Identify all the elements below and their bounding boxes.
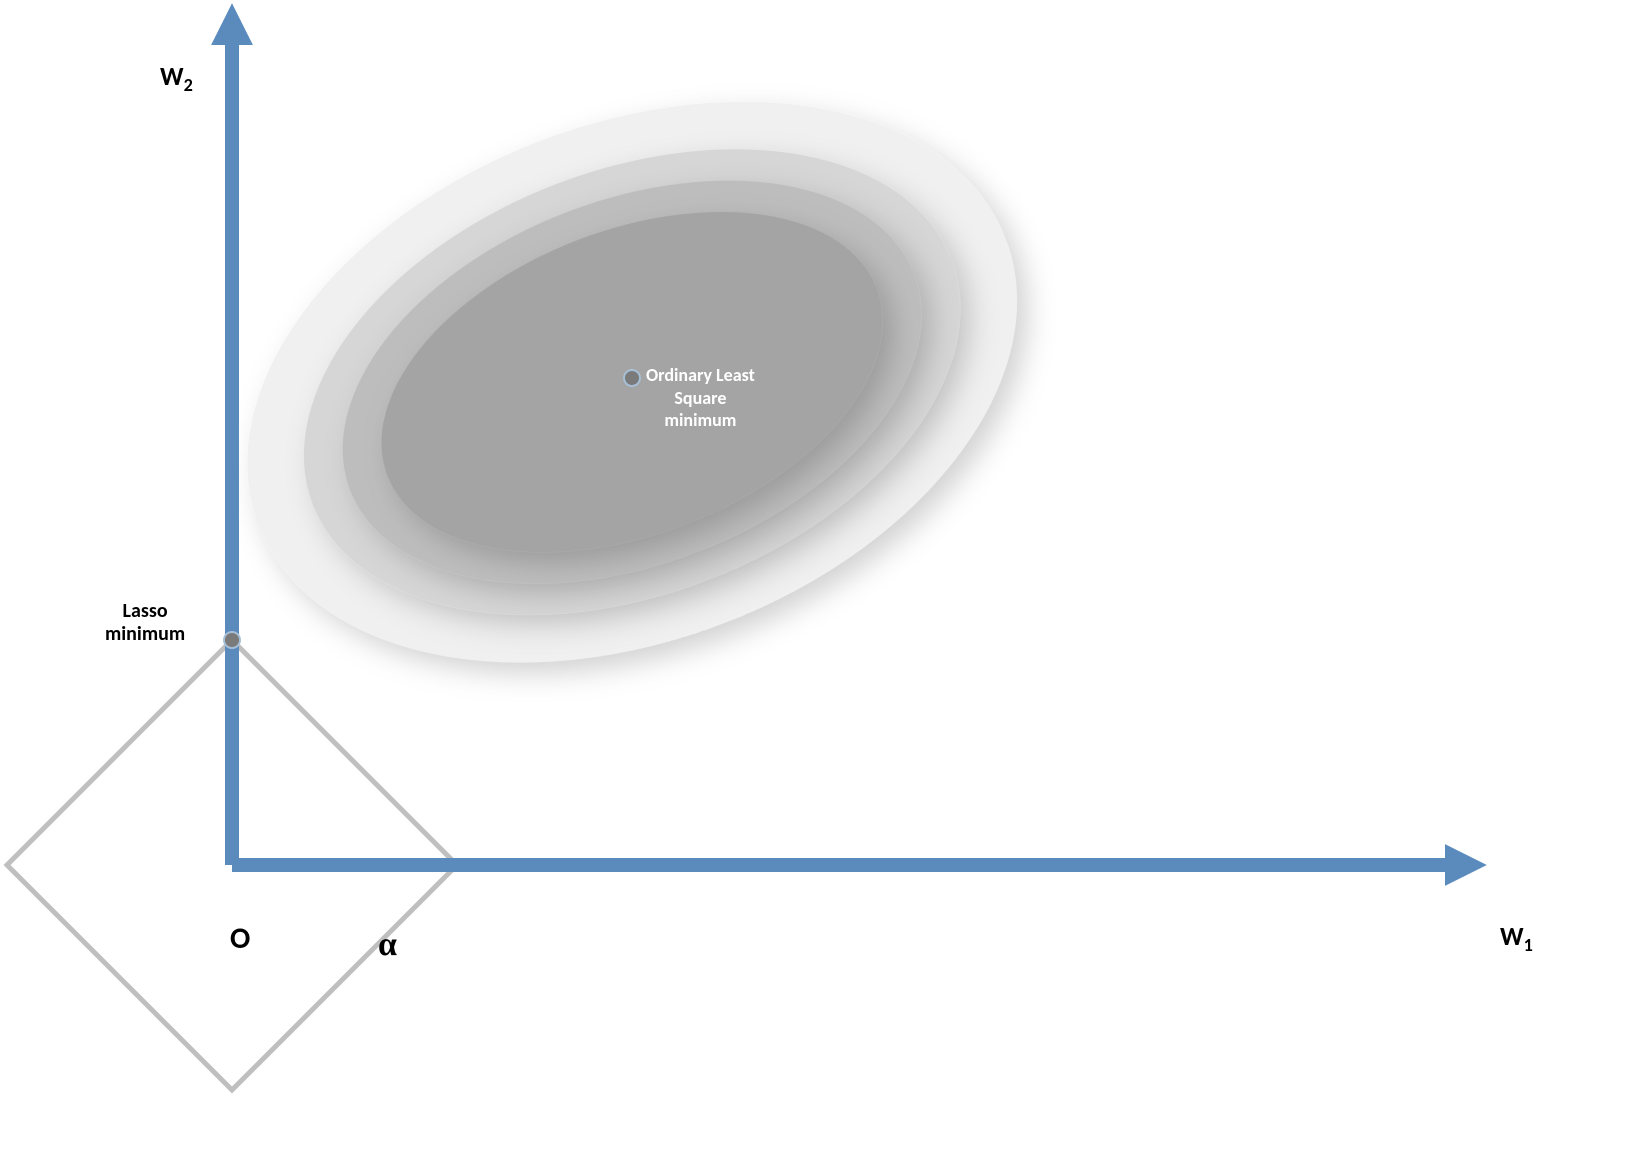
x-axis-label: W1 xyxy=(1500,920,1533,956)
ols-min-label: Ordinary LeastSquareminimum xyxy=(646,364,755,432)
origin-label: O xyxy=(230,920,250,957)
y-axis-label: W2 xyxy=(160,60,193,96)
lasso-min-label: Lassominimum xyxy=(105,600,185,646)
diagram-svg xyxy=(0,0,1650,1176)
alpha-label: α xyxy=(378,926,397,964)
diagram-container: { "canvas": { "width": 1650, "height": 1… xyxy=(0,0,1650,1176)
